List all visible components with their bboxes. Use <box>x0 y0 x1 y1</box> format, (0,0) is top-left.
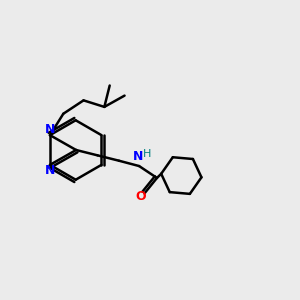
Text: H: H <box>143 149 151 159</box>
Text: O: O <box>135 190 146 203</box>
Text: N: N <box>45 123 55 136</box>
Text: N: N <box>45 164 55 177</box>
Text: N: N <box>133 150 144 163</box>
